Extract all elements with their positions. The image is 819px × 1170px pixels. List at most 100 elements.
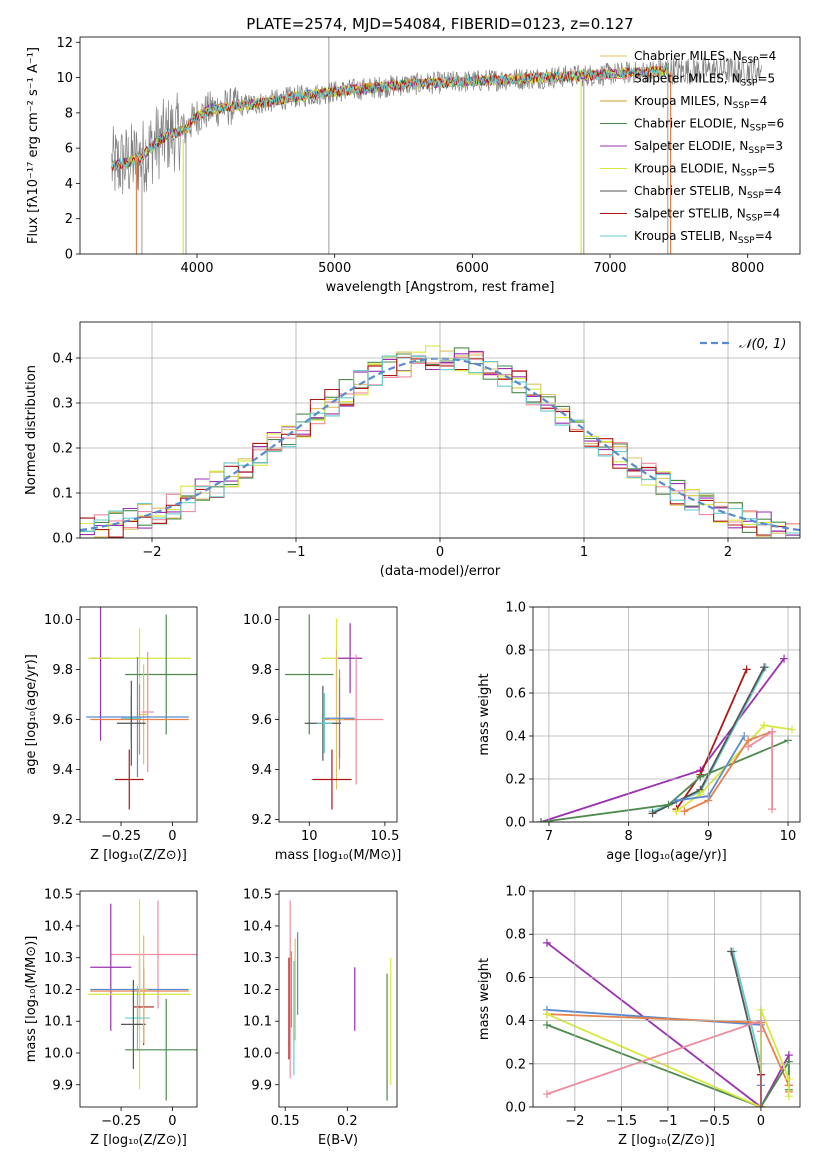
y-axis-label: age [log₁₀(age/yr)] [24,654,39,775]
y-tick-label: 0.4 [505,1014,526,1029]
mass-weight-marker [760,721,769,730]
y-tick-label: 9.6 [251,713,272,728]
axes-frame [278,606,398,823]
axes-frame [532,606,801,823]
y-tick-label: 12 [56,36,73,51]
axes-frame [79,606,198,823]
plot-area [288,900,392,1101]
y-tick-label: 0.4 [505,730,526,745]
legend-label: Chabrier STELIB, NSSP=4 [634,184,782,201]
panel-residuals: −2 −1 0 1 2 0.0 0.1 0.2 0.3 0.4 (data-model)/error… [24,321,801,579]
y-tick-label: 9.4 [251,763,272,778]
x-tick-label: −0.5 [699,1114,731,1129]
x-tick-label: 6000 [456,261,489,276]
x-tick-label: −2 [565,1114,584,1129]
x-axis-label: Z [log₁₀(Z/Z⊙)] [90,848,187,863]
x-axis-label: age [log₁₀(age/yr)] [606,848,727,863]
y-axis-label: Normed distribution [24,365,39,495]
legend-label: Chabrier ELODIE, NSSP=6 [634,117,784,134]
x-tick-label: 0 [757,1114,765,1129]
x-tick-label: 2 [724,545,732,560]
y-tick-label: 10.4 [44,919,73,934]
figure-panels: 4000 5000 6000 7000 8000024681012wavelength … [24,36,801,1148]
y-tick-label: 1.0 [505,601,526,616]
axes-frame [79,321,801,539]
mass-weight-line [540,739,789,822]
x-tick-label: −1.5 [606,1114,638,1129]
y-tick-label: 9.9 [52,1078,73,1093]
axes-frame [79,36,801,255]
y-tick-label: 0.2 [505,773,526,788]
legend-label: Salpeter ELODIE, NSSP=3 [634,139,783,156]
x-tick-label: 8 [625,829,633,844]
mass-weight-marker [788,725,797,734]
panel-mass_weight_age: 7 8 9 10 0.0 0.2 0.4 0.6 0.8 1.0 age [log₁₀(age/yr… [477,601,801,863]
mass-weight-marker [672,796,681,805]
mass-weight-marker [780,654,789,663]
x-tick-label: 0.2 [337,1114,358,1129]
model-line-kroupa-stelib [111,64,669,170]
panel-age_vs_Z: −0.25 0 9.2 9.4 9.6 9.8 10.0 Z [log₁₀(Z/Z⊙)] age… [24,606,198,863]
y-axis-label: mass weight [477,673,492,755]
mass-weight-marker [542,1020,551,1029]
x-tick-label: −1 [658,1114,677,1129]
legend-label: Salpeter MILES, NSSP=5 [634,72,775,89]
y-tick-label: 0.6 [505,687,526,702]
figure-title: PLATE=2574, MJD=54084, FIBERID=0123, z=0… [246,15,633,33]
y-tick-label: 9.8 [52,663,73,678]
mass-weight-line [676,735,745,802]
mass-weight-marker [784,1074,793,1083]
plot-area [285,614,384,810]
y-tick-label: 9.4 [52,763,73,778]
y-tick-label: 10.2 [44,983,73,998]
y-tick-label: 10.3 [44,951,73,966]
x-tick-label: 10.5 [370,829,399,844]
x-tick-label: 0 [168,829,176,844]
panel-mass_weight_Z: −2 −1.5 −1 −0.5 0 0.0 0.2 0.4 0.6 0.8 1.0 Z [log₁₀(… [477,885,801,1148]
legend-label: Kroupa STELIB, NSSP=4 [634,229,772,246]
y-tick-label: 0.6 [505,971,526,986]
mass-weight-marker [760,663,769,672]
y-tick-label: 10.0 [243,613,272,628]
x-tick-label: 7 [545,829,553,844]
y-tick-label: 4 [65,177,73,192]
mass-weight-line [747,730,773,810]
y-tick-label: 8 [65,106,73,121]
axes-frame [278,890,398,1108]
y-tick-label: 10.5 [44,888,73,903]
x-tick-label: 1 [580,545,588,560]
axes-frame [79,890,198,1108]
x-tick-label: 10 [780,829,797,844]
y-tick-label: 0.2 [505,1057,526,1072]
mass-weight-marker [542,1090,551,1099]
y-tick-label: 0 [65,248,73,263]
x-tick-label: 5000 [318,261,351,276]
x-axis-label: Z [log₁₀(Z/Z⊙)] [90,1133,187,1148]
y-tick-label: 10 [56,71,73,86]
x-tick-label: 8000 [731,261,764,276]
x-axis-label: Z [log₁₀(Z/Z⊙)] [618,1133,715,1148]
x-tick-label: 0 [436,545,444,560]
mass-weight-marker [680,807,689,816]
y-tick-label: 10.0 [44,1047,73,1062]
axes-frame [532,890,801,1108]
mass-weight-marker [648,809,657,818]
mass-weight-line [675,724,793,813]
x-axis-label: mass [log₁₀(M/M⊙)] [275,848,402,863]
y-tick-label: 1.0 [505,885,526,900]
mass-weight-marker [672,807,681,816]
y-tick-label: 10.4 [243,919,272,934]
y-tick-label: 0.3 [52,397,73,412]
x-tick-label: 10 [301,829,318,844]
legend-label: Kroupa MILES, NSSP=4 [634,94,767,111]
y-tick-label: 9.8 [251,663,272,678]
y-tick-label: 9.2 [52,813,73,828]
y-axis-label: mass [log₁₀(M/M⊙)] [24,936,39,1063]
x-tick-label: 9 [704,829,712,844]
mass-weight-marker [727,947,736,956]
y-axis-label: mass weight [477,958,492,1040]
x-tick-label: 4000 [180,261,213,276]
legend-label: Chabrier MILES, NSSP=4 [634,49,776,66]
panel-mass_vs_Z: −0.25 0 9.9 10.0 10.1 10.2 10.3 10.4 10.5 Z [log₁… [24,888,198,1148]
